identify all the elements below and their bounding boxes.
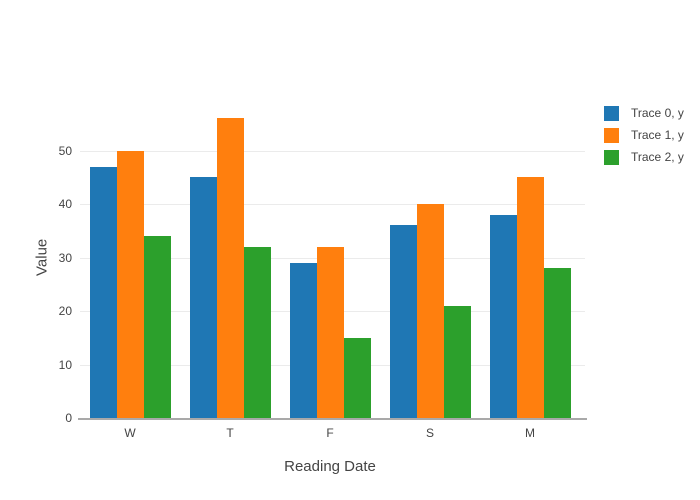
x-tick-label: F xyxy=(326,426,334,440)
x-axis-title: Reading Date xyxy=(284,458,376,475)
bar-trace1-T[interactable] xyxy=(216,118,244,418)
gridline-y-40 xyxy=(80,204,585,205)
bar-trace2-T[interactable] xyxy=(243,246,271,418)
y-tick-label: 20 xyxy=(58,304,72,318)
legend-label: Trace 0, y xyxy=(631,106,684,121)
y-tick-label: 30 xyxy=(58,250,72,265)
y-tick-label: 0 xyxy=(65,411,72,425)
y-tick-label: 50 xyxy=(58,143,72,158)
legend-swatch-icon xyxy=(604,150,619,165)
bar-trace2-W[interactable] xyxy=(143,236,171,418)
legend-item-trace-0[interactable]: Trace 0, y xyxy=(604,106,684,121)
x-tick-label: W xyxy=(124,426,136,440)
bar-trace0-S[interactable] xyxy=(389,225,417,418)
x-axis-line xyxy=(78,418,587,420)
bar-trace2-M[interactable] xyxy=(543,268,571,418)
y-tick-label: 10 xyxy=(58,357,72,372)
x-tick-label: M xyxy=(525,426,535,440)
legend-item-trace-1[interactable]: Trace 1, y xyxy=(604,128,684,143)
legend-label: Trace 1, y xyxy=(631,128,684,143)
gridline-y-50 xyxy=(80,150,585,152)
bar-trace2-S[interactable] xyxy=(443,305,471,418)
bar-trace0-W[interactable] xyxy=(89,166,117,418)
bar-trace1-M[interactable] xyxy=(516,177,544,418)
legend-label: Trace 2, y xyxy=(631,150,684,165)
bar-trace0-T[interactable] xyxy=(189,177,217,418)
x-tick-label: T xyxy=(226,426,234,440)
bar-trace0-M[interactable] xyxy=(489,214,517,418)
bar-trace1-S[interactable] xyxy=(416,204,444,418)
x-tick-label: S xyxy=(425,426,435,440)
bar-trace1-W[interactable] xyxy=(116,150,144,418)
legend-swatch-icon xyxy=(604,128,619,143)
bar-trace2-F[interactable] xyxy=(343,337,371,418)
legend: Trace 0, y Trace 1, y Trace 2, y xyxy=(604,106,684,165)
bar-trace0-F[interactable] xyxy=(289,262,317,418)
legend-item-trace-2[interactable]: Trace 2, y xyxy=(604,150,684,165)
legend-swatch-icon xyxy=(604,106,619,121)
bar-trace1-F[interactable] xyxy=(316,246,344,418)
y-tick-label: 40 xyxy=(58,197,72,211)
